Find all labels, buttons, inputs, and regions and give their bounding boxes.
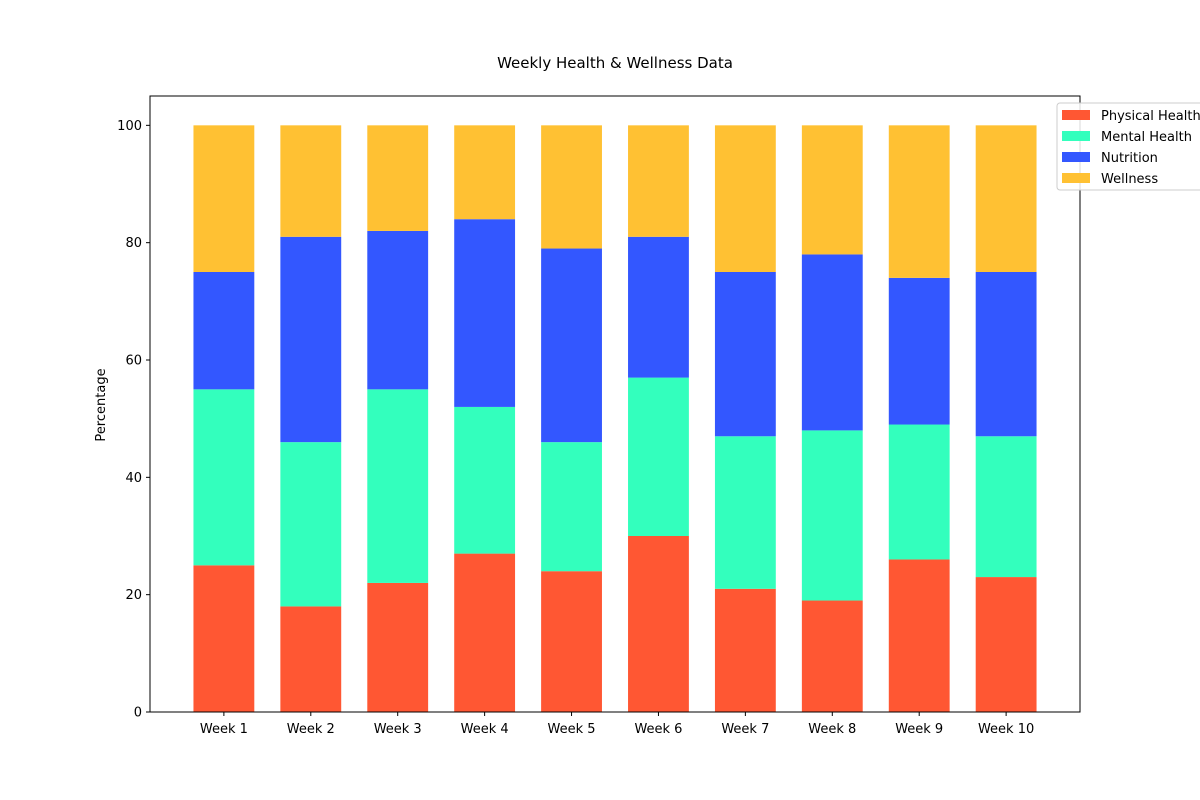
- x-tick-label: Week 5: [548, 722, 596, 737]
- bar-segment-wellness-5: [541, 125, 602, 249]
- x-tick-label: Week 10: [978, 722, 1034, 737]
- bar-segment-wellness-9: [888, 125, 950, 278]
- bar-segment-nutrition-9: [888, 277, 950, 425]
- bar-segment-nutrition-4: [454, 219, 516, 407]
- bar-segment-physical-health-4: [454, 553, 516, 712]
- x-tick-label: Week 8: [808, 722, 856, 737]
- y-tick-label: 80: [125, 236, 142, 251]
- x-tick-label: Week 1: [200, 722, 248, 737]
- bar-segment-mental-health-6: [628, 377, 689, 536]
- bar-segment-physical-health-6: [628, 536, 689, 712]
- x-tick-label: Week 4: [461, 722, 509, 737]
- bar-segment-mental-health-7: [714, 436, 776, 589]
- bar-segment-wellness-4: [454, 125, 516, 220]
- legend-swatch-mental-health: [1062, 131, 1090, 141]
- x-tick-label: Week 2: [287, 722, 335, 737]
- bar-segment-nutrition-7: [714, 272, 776, 437]
- x-tick-label: Week 7: [721, 722, 769, 737]
- bar-segment-wellness-10: [975, 125, 1037, 272]
- bar-segment-mental-health-4: [454, 406, 516, 554]
- legend-label-physical-health: Physical Health: [1101, 109, 1200, 124]
- bar-segment-wellness-7: [714, 125, 776, 272]
- y-tick-label: 60: [125, 354, 142, 369]
- bars-group: [193, 125, 1037, 712]
- bar-segment-physical-health-1: [193, 565, 255, 712]
- bar-segment-physical-health-7: [714, 588, 776, 712]
- bar-segment-mental-health-9: [888, 424, 950, 560]
- bar-segment-nutrition-6: [628, 236, 689, 378]
- bar-segment-nutrition-2: [280, 236, 342, 443]
- plot-frame: [149, 95, 1081, 713]
- bar-segment-wellness-8: [801, 125, 863, 255]
- bar-segment-physical-health-3: [367, 582, 429, 712]
- bar-segment-nutrition-3: [367, 230, 429, 390]
- bar-segment-mental-health-2: [280, 442, 342, 607]
- bar-segment-nutrition-1: [193, 272, 255, 390]
- legend-swatch-nutrition: [1062, 152, 1090, 162]
- bar-segment-wellness-2: [280, 125, 342, 237]
- bar-segment-mental-health-5: [541, 442, 602, 572]
- legend-label-wellness: Wellness: [1101, 172, 1158, 187]
- legend-label-mental-health: Mental Health: [1101, 130, 1192, 145]
- chart-title: Weekly Health & Wellness Data: [497, 54, 733, 72]
- x-tick-label: Week 3: [374, 722, 422, 737]
- bar-segment-mental-health-10: [975, 436, 1037, 578]
- bar-segment-nutrition-5: [541, 248, 602, 443]
- bar-segment-physical-health-8: [801, 600, 863, 712]
- y-tick-label: 20: [125, 588, 142, 603]
- x-axis: Week 1 Week 2 Week 3 Week 4 Week 5 Week 6 Week…: [200, 712, 1034, 737]
- legend-box: [1056, 102, 1200, 191]
- bar-segment-wellness-3: [367, 125, 429, 231]
- x-tick-label: Week 9: [895, 722, 943, 737]
- bar-segment-mental-health-3: [367, 389, 429, 583]
- bar-segment-physical-health-10: [975, 577, 1037, 712]
- y-tick-label: 0: [134, 706, 142, 721]
- bar-segment-nutrition-8: [801, 254, 863, 431]
- y-tick-label: 40: [125, 471, 142, 486]
- bar-segment-wellness-1: [193, 125, 255, 272]
- bar-segment-nutrition-10: [975, 272, 1037, 437]
- legend-label-nutrition: Nutrition: [1101, 151, 1158, 166]
- y-tick-label: 100: [117, 119, 142, 134]
- legend-swatch-wellness: [1062, 173, 1090, 183]
- bar-segment-physical-health-5: [541, 571, 602, 712]
- y-axis: 0 20 40 60 80 100: [117, 119, 150, 721]
- legend-swatch-physical-health: [1062, 110, 1090, 120]
- x-tick-label: Week 6: [634, 722, 682, 737]
- bar-segment-physical-health-2: [280, 606, 342, 712]
- bar-segment-mental-health-8: [801, 430, 863, 601]
- bar-segment-wellness-6: [628, 125, 689, 237]
- y-axis-label: Percentage: [94, 368, 109, 441]
- legend: Physical Health Mental Health Nutrition Wel…: [1056, 102, 1200, 191]
- bar-segment-mental-health-1: [193, 389, 255, 566]
- bar-segment-physical-health-9: [888, 559, 950, 712]
